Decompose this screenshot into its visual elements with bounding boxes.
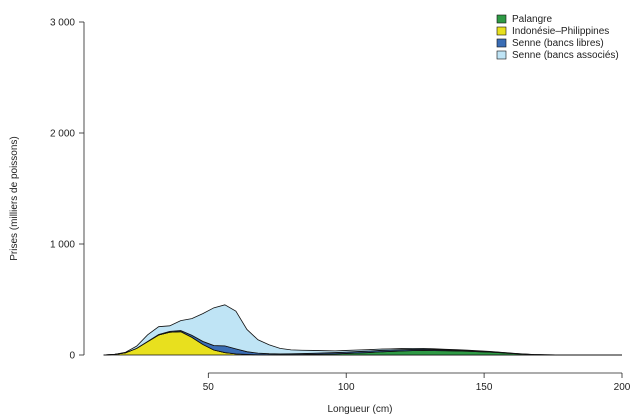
legend-swatch [496,38,507,48]
plot-areas [103,304,622,356]
x-tick-label: 200 [614,382,631,393]
y-axis: 0 1 000 2 000 3 000 [50,18,85,362]
y-axis-title: Prises (milliers de poissons) [9,136,20,260]
legend-label: Senne (bancs associés) [512,50,619,61]
y-tick-label: 1 000 [50,240,75,251]
legend-swatch [496,26,507,36]
x-tick-label: 150 [476,382,493,393]
y-tick-label: 0 [69,351,75,362]
legend-swatch [496,50,507,60]
legend-label: Senne (bancs libres) [512,38,604,49]
y-tick-label: 3 000 [50,18,75,29]
legend-label: Indonésie–Philippines [512,26,609,37]
legend-swatch [496,14,507,24]
area-series-3 [103,304,622,356]
x-axis: 50 100 150 200 [203,372,631,393]
legend-label: Palangre [512,14,552,25]
x-tick-label: 50 [203,382,215,393]
x-tick-label: 100 [338,382,355,393]
x-axis-title: Longueur (cm) [327,404,392,415]
y-tick-label: 2 000 [50,129,75,140]
